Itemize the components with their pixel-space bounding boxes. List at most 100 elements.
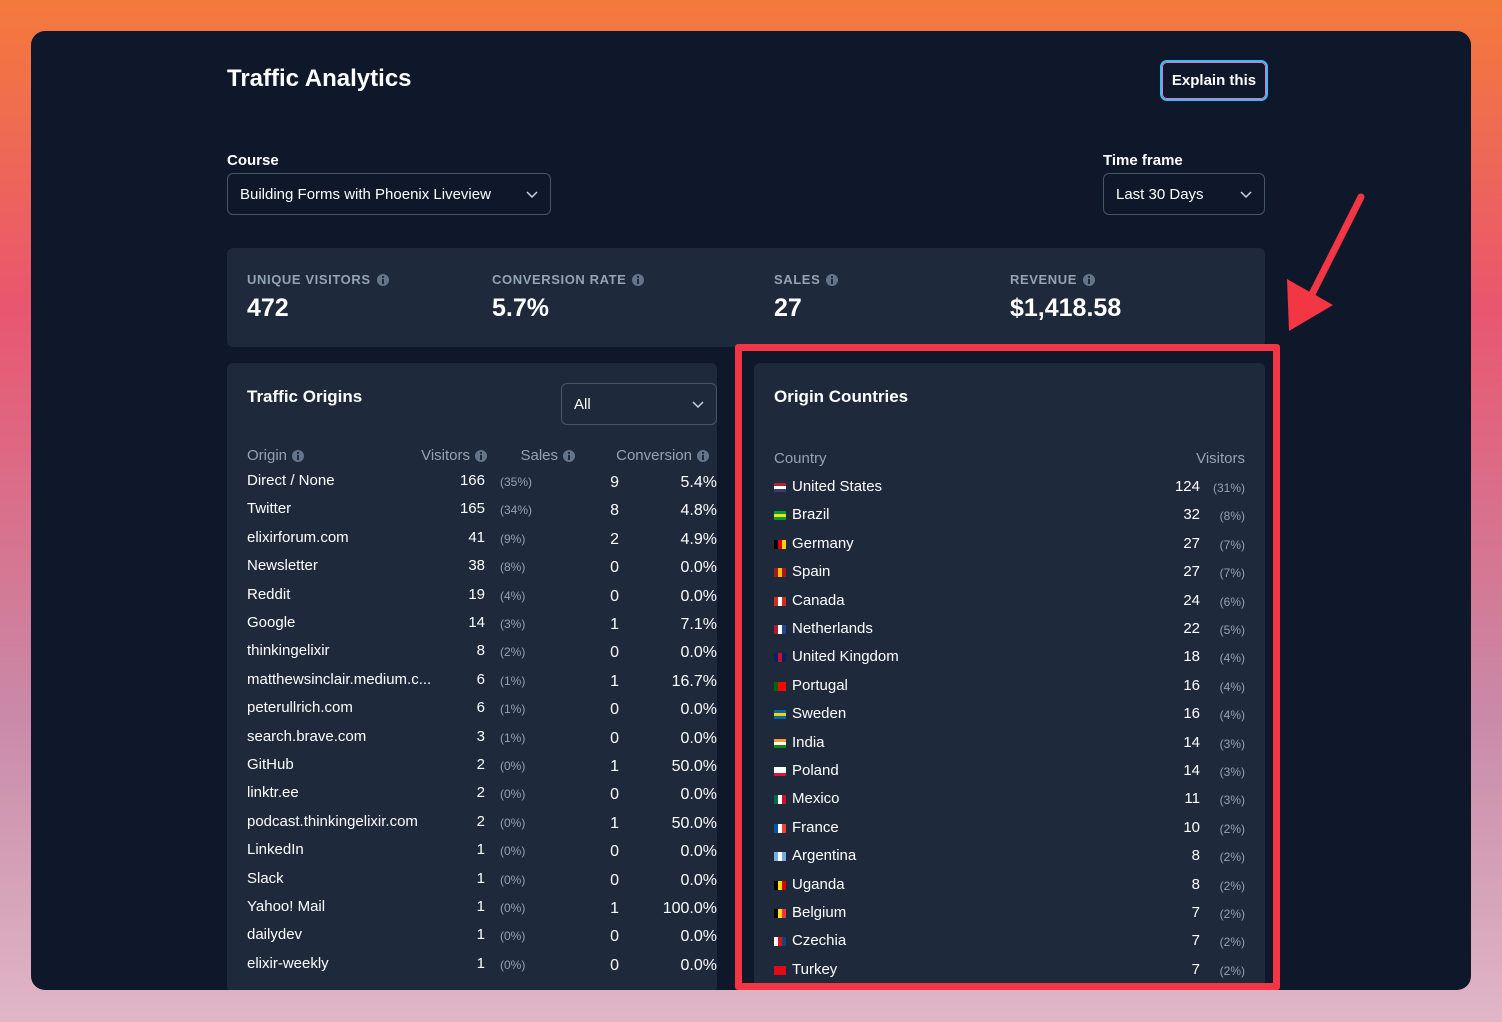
visitors-share: (2%) bbox=[500, 645, 526, 660]
info-icon bbox=[697, 449, 709, 462]
country-name: United Kingdom bbox=[792, 648, 899, 666]
visitors: 16 bbox=[1183, 676, 1200, 694]
chevron bbox=[526, 191, 538, 199]
visitors-share: (4%) bbox=[1219, 708, 1245, 723]
conversion: 50.0% bbox=[671, 758, 717, 775]
visitors: 10 bbox=[1183, 818, 1200, 836]
origin-name: Twitter bbox=[247, 500, 292, 518]
info-icon bbox=[563, 449, 575, 462]
visitors: 14 bbox=[1183, 733, 1200, 751]
panel-title: Traffic Origins bbox=[247, 387, 363, 406]
visitors: 24 bbox=[1183, 591, 1200, 609]
sales: 1 bbox=[610, 900, 619, 917]
conversion: 0.0% bbox=[680, 928, 717, 946]
stat-label: SALES bbox=[774, 272, 839, 287]
visitors: 18 bbox=[1183, 648, 1200, 666]
origin-name: matthewsinclair.medium.c... bbox=[247, 670, 432, 688]
visitors: 27 bbox=[1183, 563, 1200, 581]
flag-icon bbox=[774, 710, 786, 720]
visitors-share: (0%) bbox=[500, 844, 526, 859]
visitors: 38 bbox=[468, 557, 485, 575]
visitors-share: (0%) bbox=[500, 815, 526, 830]
origin-name: dailydev bbox=[247, 926, 303, 944]
stat-value: $1,418.58 bbox=[1010, 294, 1122, 322]
column-header: Origin bbox=[247, 447, 305, 464]
visitors-share: (2%) bbox=[1219, 850, 1245, 865]
visitors-share: (2%) bbox=[1219, 878, 1245, 893]
visitors-share: (3%) bbox=[1219, 736, 1245, 751]
sales: 1 bbox=[610, 616, 619, 633]
origin-name: Newsletter bbox=[247, 557, 318, 575]
origin-countries-panel: Origin Countries Country Visitors United S… bbox=[754, 363, 1265, 990]
sales: 0 bbox=[610, 956, 619, 974]
sales: 0 bbox=[610, 701, 619, 719]
visitors-share: (2%) bbox=[1219, 907, 1245, 921]
flag-icon bbox=[774, 625, 786, 634]
origin-name: Slack bbox=[247, 869, 284, 887]
conversion: 0.0% bbox=[680, 786, 717, 804]
info-icon bbox=[1083, 273, 1096, 286]
column-header: Visitors bbox=[421, 447, 487, 464]
flag-icon bbox=[774, 795, 786, 805]
stat-value: 5.7% bbox=[492, 294, 549, 322]
course-select[interactable]: Building Forms with Phoenix Liveview bbox=[227, 173, 551, 215]
country-name: Uganda bbox=[792, 875, 845, 893]
flag-icon bbox=[774, 880, 786, 890]
timeframe-label: Time frame bbox=[1103, 152, 1183, 169]
visitors: 1 bbox=[476, 954, 485, 972]
conversion: 0.0% bbox=[680, 587, 717, 605]
visitors: 3 bbox=[476, 727, 485, 745]
flag-icon bbox=[774, 681, 786, 691]
conversion: 4.9% bbox=[680, 530, 717, 548]
column-text: Visitors bbox=[421, 447, 470, 464]
visitors-share: (3%) bbox=[1219, 765, 1245, 779]
visitors-share: (1%) bbox=[500, 673, 526, 688]
sales: 1 bbox=[610, 814, 619, 832]
column-header: Country bbox=[774, 450, 827, 467]
explain-button[interactable]: Explain this bbox=[1160, 60, 1268, 101]
visitors: 165 bbox=[459, 500, 485, 518]
flag-icon bbox=[774, 653, 786, 663]
conversion: 0.0% bbox=[680, 843, 717, 861]
info-icon bbox=[376, 273, 389, 286]
column-header: Sales bbox=[520, 447, 575, 464]
country-name: Canada bbox=[792, 591, 845, 609]
visitors: 14 bbox=[1183, 762, 1200, 779]
stat-label-text: CONVERSION RATE bbox=[492, 272, 627, 287]
country-name: Netherlands bbox=[792, 620, 873, 637]
visitors-share: (2%) bbox=[1219, 963, 1245, 978]
origin-name: Yahoo! Mail bbox=[247, 898, 326, 915]
flag-icon bbox=[774, 568, 786, 578]
column-text: Sales bbox=[520, 447, 558, 464]
flag-icon bbox=[774, 965, 786, 975]
visitors: 14 bbox=[468, 614, 485, 631]
visitors: 7 bbox=[1191, 932, 1200, 950]
stat-label-text: REVENUE bbox=[1010, 272, 1078, 287]
country-name: Germany bbox=[792, 534, 854, 552]
sales: 2 bbox=[610, 530, 619, 548]
info-icon bbox=[475, 449, 487, 462]
timeframe-select[interactable]: Last 30 Days bbox=[1103, 173, 1265, 215]
info-icon bbox=[292, 449, 305, 462]
origin-filter[interactable]: All bbox=[561, 383, 717, 425]
visitors: 7 bbox=[1191, 960, 1200, 978]
visitors-share: (0%) bbox=[500, 759, 526, 773]
origin-name: elixirforum.com bbox=[247, 528, 349, 546]
stat-label-text: UNIQUE VISITORS bbox=[247, 272, 371, 287]
visitors: 1 bbox=[476, 898, 485, 915]
conversion: 0.0% bbox=[680, 871, 717, 889]
flag-icon bbox=[774, 738, 786, 748]
stat-label: CONVERSION RATE bbox=[492, 272, 645, 287]
visitors-share: (1%) bbox=[500, 730, 526, 745]
origin-name: thinkingelixir bbox=[247, 642, 330, 660]
visitors-share: (9%) bbox=[500, 531, 526, 546]
visitors-share: (3%) bbox=[500, 617, 526, 631]
page-title: Traffic Analytics bbox=[227, 65, 412, 92]
country-name: Argentina bbox=[792, 847, 857, 865]
origin-name: Google bbox=[247, 614, 296, 631]
visitors: 2 bbox=[476, 784, 485, 802]
origin-name: GitHub bbox=[247, 756, 294, 773]
visitors-share: (34%) bbox=[500, 503, 533, 518]
conversion: 0.0% bbox=[680, 956, 717, 974]
